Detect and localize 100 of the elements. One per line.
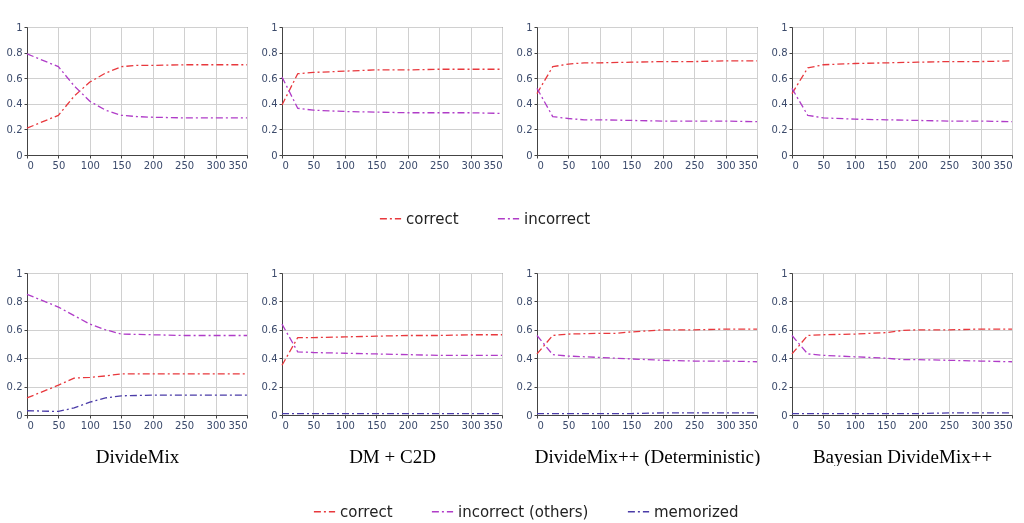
x-tick-label: 150 xyxy=(112,419,132,431)
y-tick-label: 0.6 xyxy=(261,72,278,84)
y-tick-label: 0 xyxy=(781,149,788,161)
y-tick-label: 0.8 xyxy=(261,47,278,59)
x-axis-title: DM + C2D xyxy=(349,445,436,467)
x-tick-label: 0 xyxy=(27,419,34,431)
x-tick-label: 0 xyxy=(537,419,544,431)
x-tick-label: 100 xyxy=(80,419,100,431)
y-tick-label: 0.2 xyxy=(6,381,23,393)
line-series xyxy=(536,328,758,355)
y-tick-label: 0 xyxy=(16,149,23,161)
x-tick-label: 300 xyxy=(716,419,736,431)
x-tick-label: 50 xyxy=(817,159,831,171)
x-tick-label: 0 xyxy=(282,419,289,431)
x-tick-label: 150 xyxy=(112,159,132,171)
y-tick-label: 0 xyxy=(271,409,278,421)
x-tick-label: 100 xyxy=(845,159,865,171)
y-tick-label: 1 xyxy=(781,21,788,33)
x-tick-label: 350 xyxy=(228,419,248,431)
y-tick-label: 0.2 xyxy=(516,123,533,135)
line-series xyxy=(281,68,503,106)
y-tick-label: 0.2 xyxy=(6,123,23,135)
x-axis-title: Bayesian DivideMix++ xyxy=(812,445,993,467)
x-tick-label: 350 xyxy=(483,419,503,431)
y-tick-label: 0.4 xyxy=(6,352,23,364)
x-tick-label: 300 xyxy=(206,419,226,431)
y-tick-label: 0.2 xyxy=(261,123,278,135)
y-tick-label: 1 xyxy=(271,267,278,279)
y-tick-label: 0 xyxy=(526,409,533,421)
y-tick-label: 0 xyxy=(16,409,23,421)
x-tick-label: 250 xyxy=(430,159,450,171)
y-tick-label: 0.6 xyxy=(771,324,788,336)
x-tick-label: 250 xyxy=(940,419,960,431)
x-tick-label: 100 xyxy=(590,159,610,171)
x-tick-label: 100 xyxy=(845,419,865,431)
x-tick-label: 250 xyxy=(175,419,195,431)
y-tick-label: 0.6 xyxy=(516,72,533,84)
line-series xyxy=(26,373,248,399)
y-tick-label: 1 xyxy=(16,267,23,279)
y-tick-label: 0.4 xyxy=(6,98,23,110)
legend-label: correct xyxy=(340,502,393,521)
x-tick-label: 0 xyxy=(27,159,34,171)
y-tick-label: 0 xyxy=(271,149,278,161)
x-tick-label: 150 xyxy=(622,159,642,171)
legend-label: correct xyxy=(406,209,459,228)
y-tick-label: 0.8 xyxy=(6,47,23,59)
x-tick-label: 250 xyxy=(175,159,195,171)
y-tick-label: 0.4 xyxy=(261,352,278,364)
y-tick-label: 1 xyxy=(781,267,788,279)
line-series xyxy=(281,334,503,366)
x-tick-label: 350 xyxy=(738,159,758,171)
x-tick-label: 350 xyxy=(228,159,248,171)
y-tick-label: 0.8 xyxy=(516,295,533,307)
line-series xyxy=(536,87,758,123)
x-tick-label: 300 xyxy=(206,159,226,171)
x-tick-label: 300 xyxy=(461,159,481,171)
y-tick-label: 1 xyxy=(16,21,23,33)
y-tick-label: 1 xyxy=(526,21,533,33)
y-tick-label: 0.6 xyxy=(6,72,23,84)
x-tick-label: 100 xyxy=(335,419,355,431)
x-tick-label: 300 xyxy=(461,419,481,431)
legend-label: incorrect xyxy=(524,209,591,228)
y-tick-label: 0.2 xyxy=(261,381,278,393)
x-tick-label: 200 xyxy=(143,419,163,431)
x-tick-label: 200 xyxy=(398,419,418,431)
x-tick-label: 350 xyxy=(738,419,758,431)
x-tick-label: 100 xyxy=(80,159,100,171)
y-tick-label: 0.6 xyxy=(516,324,533,336)
y-tick-label: 0.4 xyxy=(516,352,533,364)
x-tick-label: 350 xyxy=(993,159,1013,171)
x-tick-label: 50 xyxy=(817,419,831,431)
line-series xyxy=(536,334,758,363)
x-tick-label: 250 xyxy=(685,419,705,431)
x-tick-label: 100 xyxy=(335,159,355,171)
line-series xyxy=(26,293,248,337)
x-tick-label: 150 xyxy=(877,159,897,171)
y-tick-label: 0.6 xyxy=(261,324,278,336)
y-tick-label: 0.4 xyxy=(771,352,788,364)
y-tick-label: 0 xyxy=(781,409,788,421)
x-tick-label: 200 xyxy=(653,159,673,171)
y-tick-label: 0.8 xyxy=(771,47,788,59)
x-tick-label: 50 xyxy=(307,419,321,431)
y-tick-label: 0.2 xyxy=(771,381,788,393)
legend-label: memorized xyxy=(654,502,739,521)
x-tick-label: 150 xyxy=(367,159,387,171)
x-tick-label: 0 xyxy=(282,159,289,171)
y-tick-label: 0.6 xyxy=(6,324,23,336)
y-tick-label: 0.2 xyxy=(516,381,533,393)
x-tick-label: 300 xyxy=(971,159,991,171)
x-axis-title: DivideMix++ (Deterministic) xyxy=(534,445,761,468)
x-tick-label: 50 xyxy=(562,419,576,431)
x-tick-label: 0 xyxy=(537,159,544,171)
line-series xyxy=(791,334,1013,363)
y-tick-label: 0.8 xyxy=(6,295,23,307)
y-tick-label: 0.4 xyxy=(261,98,278,110)
y-tick-label: 0.8 xyxy=(771,295,788,307)
line-series xyxy=(791,328,1013,355)
x-tick-label: 150 xyxy=(877,419,897,431)
x-tick-label: 200 xyxy=(908,419,928,431)
x-tick-label: 200 xyxy=(143,159,163,171)
